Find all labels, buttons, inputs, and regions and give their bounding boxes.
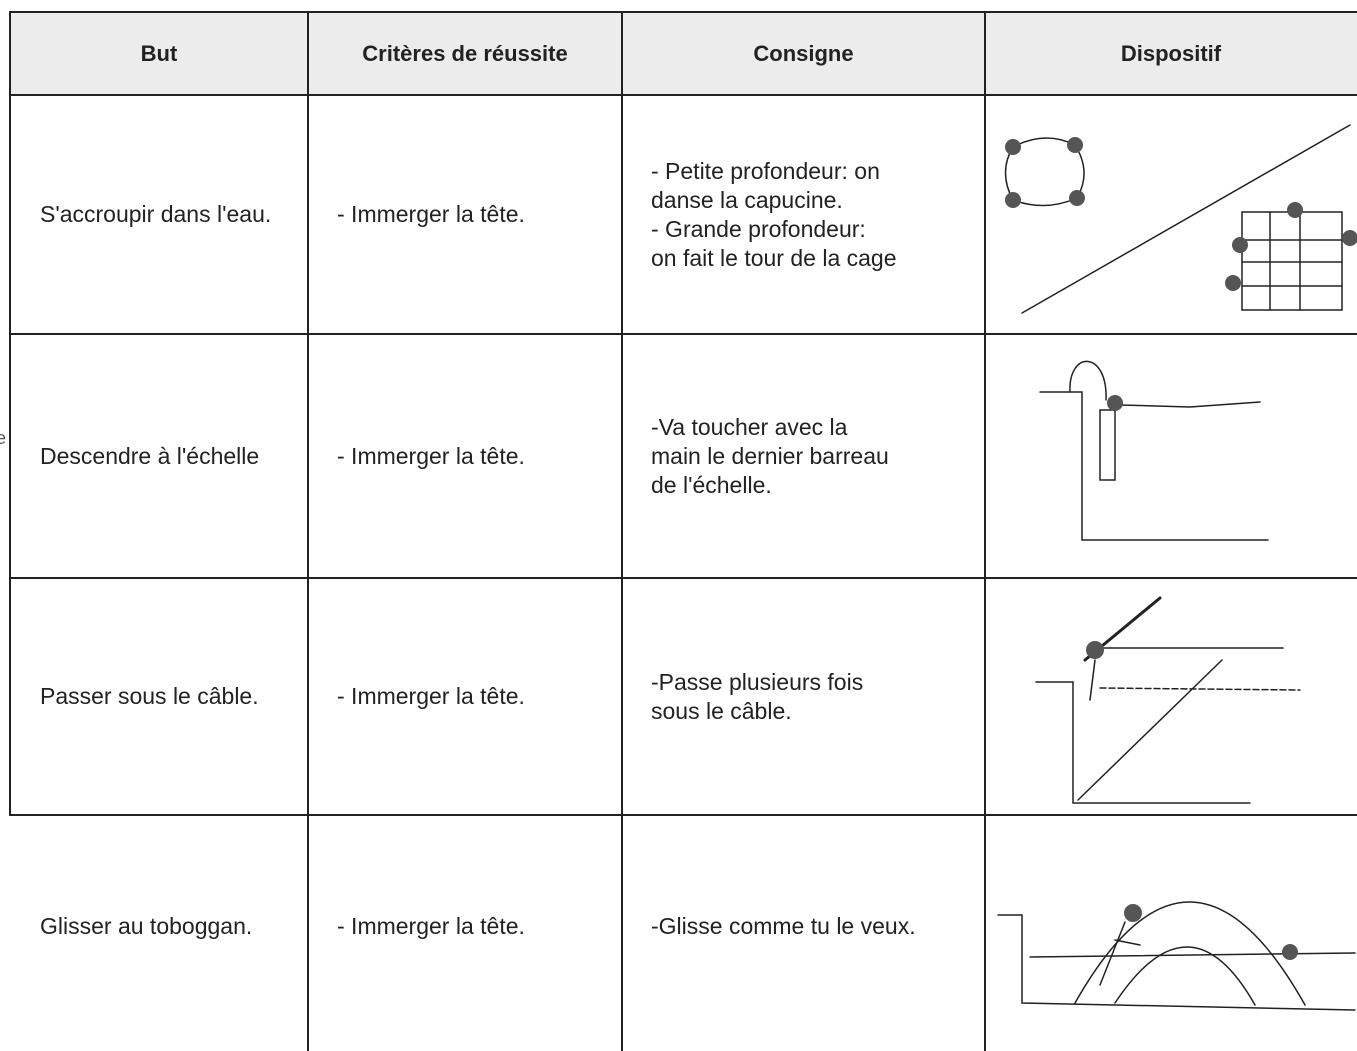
header-cell: Consigne [622,12,985,95]
consigne-cell: -Glisse comme tu le veux. [651,815,985,1037]
consigne-cell: -Passe plusieurs fois sous le câble. [651,578,985,815]
but-cell: Glisser au toboggan. [40,815,308,1037]
consigne-line: - Grande profondeur: [651,215,866,242]
criteres-cell: - Immerger la tête. [337,334,622,578]
header-text: Dispositif [1120,41,1222,66]
header-text: Consigne [753,41,854,66]
cell-text: - Immerger la tête. [337,442,525,469]
consigne-line: danse la capucine. [651,186,843,213]
header-text: But [140,41,178,66]
consigne-line: -Passe plusieurs fois [651,668,864,695]
margin-fragment: e [0,428,7,448]
consigne-line: main le dernier barreau [651,442,889,469]
cell-text: - Immerger la tête. [337,912,525,939]
cell-text: Passer sous le câble. [40,683,259,709]
criteres-cell: - Immerger la tête. [337,578,622,815]
consigne-line: -Glisse comme tu le veux. [651,912,916,939]
criteres-cell: - Immerger la tête. [337,95,622,334]
sketch-slide [997,901,1356,1011]
cell-text: - Immerger la tête. [337,201,525,227]
cell-text: Descendre à l'échelle [40,442,260,469]
consigne-line: de l'échelle. [651,471,772,498]
consigne-line: - Petite profondeur: on [651,157,880,184]
header-cell: Critères de réussite [308,12,622,95]
cell-text: - Immerger la tête. [337,683,525,709]
cell-text: Glisser au toboggan. [40,912,253,939]
sketch-ladder [1039,360,1269,541]
consigne-line: sous le câble. [651,697,792,724]
sketch-capucine [1004,124,1357,314]
consigne-cell: -Va toucher avec la main le dernier barre… [651,334,985,578]
but-cell: Descendre à l'échelle [40,334,308,578]
cell-text: S'accroupir dans l'eau. [40,201,272,227]
consigne-line: on fait le tour de la cage [651,244,897,271]
criteres-cell: - Immerger la tête. [337,815,622,1037]
but-cell: S'accroupir dans l'eau. [40,95,308,334]
header-cell: But [10,12,308,95]
but-cell: Passer sous le câble. [40,578,308,815]
sketch-cable [1035,596,1301,804]
header-text: Critères de réussite [362,41,568,66]
consigne-line: -Va toucher avec la [651,413,848,440]
header-cell: Dispositif [985,12,1357,95]
consigne-cell: - Petite profondeur: on danse la capucine… [651,95,985,334]
